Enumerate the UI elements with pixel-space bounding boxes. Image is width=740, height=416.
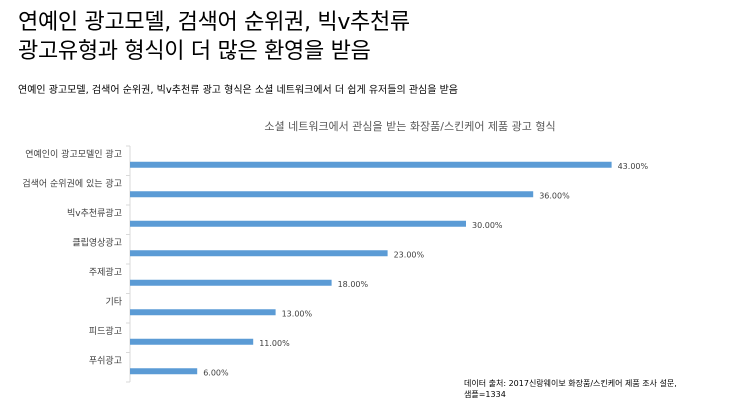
slide-title: 연예인 광고모델, 검색어 순위권, 빅v추천류 광고유형과 형식이 더 많은 … <box>18 8 718 66</box>
data-label: 36.00% <box>539 191 570 200</box>
data-label: 23.00% <box>394 250 425 259</box>
data-source-line-2: 샘플=1334 <box>464 390 506 399</box>
data-label: 18.00% <box>338 280 369 289</box>
category-label: 빅v추천류광고 <box>67 207 122 219</box>
slide-title-line-1: 연예인 광고모델, 검색어 순위권, 빅v추천류 <box>18 10 410 35</box>
bar <box>130 191 534 198</box>
category-label: 검색어 순위권에 있는 광고 <box>22 177 122 189</box>
data-label: 6.00% <box>203 368 229 377</box>
data-label: 11.00% <box>259 339 290 348</box>
data-source-line-1: 데이터 출처: 2017신랑웨이보 화장품/스킨케어 제품 조사 설문, <box>464 379 677 388</box>
bar <box>130 338 254 345</box>
bar <box>130 279 332 286</box>
category-label: 푸쉬광고 <box>89 354 122 366</box>
category-label: 연예인이 광고모델인 광고 <box>25 148 122 160</box>
bar <box>130 220 466 227</box>
slide-title-line-2: 광고유형과 형식이 더 많은 환영을 받음 <box>18 39 371 64</box>
bar <box>130 161 612 168</box>
category-label: 클립영상광고 <box>72 236 122 248</box>
data-label: 43.00% <box>618 162 649 171</box>
bar <box>130 250 388 257</box>
category-label: 기타 <box>105 296 122 307</box>
data-label: 30.00% <box>472 221 503 230</box>
category-label: 피드광고 <box>89 325 122 337</box>
chart-title: 소셜 네트워크에서 관심을 받는 화장품/스킨케어 제품 광고 형식 <box>264 120 556 133</box>
slide-subtitle: 연예인 광고모델, 검색어 순위권, 빅v추천류 광고 형식은 소셜 네트워크에… <box>18 85 458 96</box>
category-label: 주제광고 <box>89 266 122 278</box>
data-label: 13.00% <box>282 309 313 318</box>
bar <box>130 309 276 316</box>
data-source-note: 데이터 출처: 2017신랑웨이보 화장품/스킨케어 제품 조사 설문, 샘플=… <box>464 378 734 400</box>
bar <box>130 368 198 375</box>
